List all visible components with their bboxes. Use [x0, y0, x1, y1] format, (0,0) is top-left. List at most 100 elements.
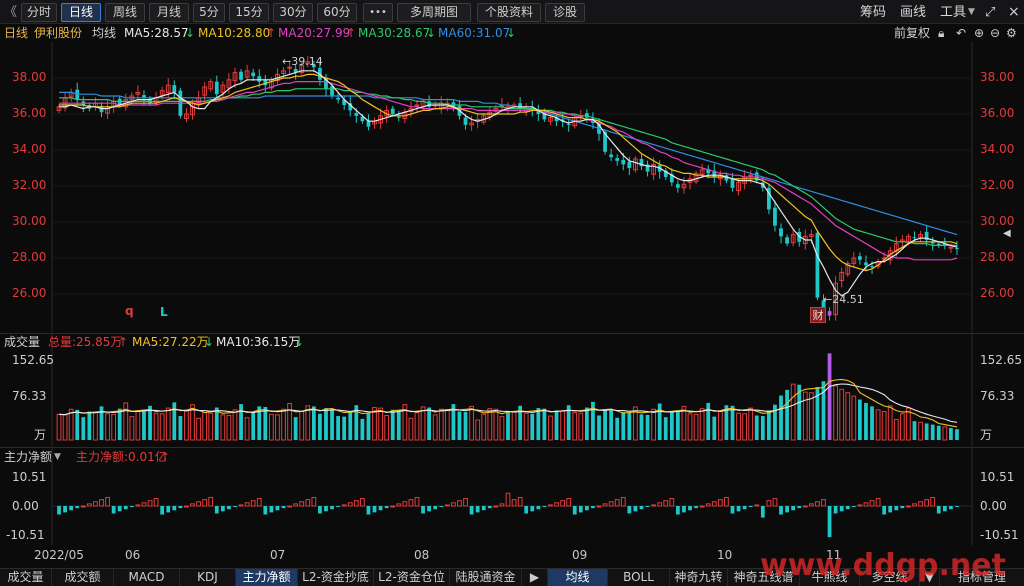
volume-bar-down	[148, 405, 152, 440]
period-tab-30min[interactable]: 30分	[273, 3, 313, 22]
zoom-out-icon[interactable]: ⊖	[990, 26, 1001, 40]
volume-bar-up	[523, 412, 529, 441]
lock-icon[interactable]: 🔒︎	[938, 26, 945, 40]
volume-bar-down	[324, 408, 328, 440]
tab-moving-average[interactable]: 均线	[548, 569, 608, 586]
tab-macd[interactable]: MACD	[114, 569, 180, 586]
volume-bar-down	[615, 417, 620, 440]
tools-caret-icon[interactable]: ▼	[968, 7, 975, 17]
candle-body-up	[226, 79, 232, 89]
flow-bar-down	[851, 506, 856, 508]
tab-bull-bear-line[interactable]: 牛熊线	[800, 569, 860, 586]
period-tab-intraday[interactable]: 分时	[21, 3, 57, 22]
volume-bar-up	[887, 405, 893, 441]
volume-bar-up	[68, 408, 74, 441]
undo-icon[interactable]: ↶	[956, 26, 967, 40]
volume-axis-left-mid: 76.33	[12, 389, 47, 403]
zoom-in-icon[interactable]: ⊕	[974, 26, 985, 40]
volume-bar-down	[657, 403, 662, 440]
panel-divider[interactable]	[0, 333, 1024, 334]
adjust-mode[interactable]: 前复权	[894, 26, 931, 40]
volume-bar-up	[651, 408, 656, 441]
finance-badge[interactable]: 财	[810, 307, 826, 323]
tab-kdj[interactable]: KDJ	[180, 569, 236, 586]
tab-long-short-line[interactable]: 多空线	[860, 569, 920, 586]
diagnosis-button[interactable]: 诊股	[545, 3, 585, 22]
tab-main-net-flow[interactable]: 主力净额	[236, 569, 298, 586]
flow-bar-down	[214, 506, 219, 514]
volume-bar-up	[899, 413, 905, 441]
multi-period-button[interactable]: 多周期图	[397, 3, 471, 22]
flow-bar-up	[147, 500, 153, 507]
panel-divider-2[interactable]	[0, 447, 1024, 448]
tab-magic-five-lines[interactable]: 神奇五线谱	[728, 569, 800, 586]
volume-bar-up	[633, 406, 638, 441]
period-tab-5min[interactable]: 5分	[193, 3, 225, 22]
tab-scroll-right-icon[interactable]: ▶	[522, 569, 548, 586]
tab-indicator-management[interactable]: 指标管理	[957, 570, 1006, 584]
flow-bar-down	[172, 506, 177, 511]
flow-bar-up	[238, 504, 244, 507]
tab-dropdown-icon[interactable]: ▼	[920, 569, 940, 586]
volume-bar-down	[597, 415, 601, 440]
volume-bar-up	[560, 410, 565, 441]
more-button[interactable]: •••	[363, 3, 393, 22]
flow-bar-up	[717, 499, 723, 507]
fullscreen-icon[interactable]: ⤢	[985, 5, 996, 20]
ma10-value: MA10:28.80	[198, 26, 271, 40]
candle-body-down	[706, 168, 711, 174]
flow-bar-down	[882, 506, 887, 515]
volume-bar-up	[281, 408, 286, 441]
flow-bar-down	[330, 506, 334, 510]
volume-title[interactable]: 成交量	[4, 335, 41, 349]
volume-ma5-arrow: ↓	[204, 335, 215, 349]
flow-bar-down	[57, 506, 61, 515]
collapse-icon[interactable]: 《	[4, 5, 18, 20]
period-tab-monthly[interactable]: 月线	[149, 3, 189, 22]
volume-bar-up	[414, 412, 420, 441]
tab-l2-bottom-fishing[interactable]: L2-资金抄底	[298, 569, 374, 586]
flow-bar-down	[178, 506, 183, 509]
flow-bar-up	[287, 505, 292, 508]
ma-settings-label[interactable]: 均线	[92, 26, 117, 40]
date-label-may: 2022/05	[34, 548, 84, 562]
flow-bar-down	[372, 506, 377, 513]
settings-icon[interactable]: ⚙	[1006, 26, 1017, 40]
volume-bar-down	[603, 409, 607, 440]
close-icon[interactable]: ×	[1008, 4, 1020, 20]
chips-button[interactable]: 筹码	[860, 5, 887, 20]
candle-body-down	[336, 97, 341, 100]
period-tab-daily[interactable]: 日线	[61, 3, 101, 22]
flow-bar-down	[645, 506, 650, 508]
volume-bar-up	[736, 412, 741, 441]
volume-bar-down	[251, 412, 256, 440]
tab-northbound-flow[interactable]: 陆股通资金	[450, 569, 522, 586]
stock-name[interactable]: 伊利股份	[34, 26, 83, 40]
flow-bar-up	[821, 499, 826, 507]
tools-button[interactable]: 工具	[940, 5, 967, 20]
period-tab-weekly[interactable]: 周线	[105, 3, 145, 22]
flow-bar-down	[845, 506, 850, 510]
tab-volume[interactable]: 成交量	[0, 569, 52, 586]
volume-bar-down	[724, 405, 729, 440]
candle-body-down	[663, 170, 668, 177]
volume-bar-down	[336, 416, 341, 440]
flow-title[interactable]: 主力净额	[4, 450, 53, 464]
volume-bar-up	[408, 417, 414, 441]
price-axis-right-tick: 36.00	[980, 106, 1015, 120]
period-tab-15min[interactable]: 15分	[229, 3, 269, 22]
draw-line-button[interactable]: 画线	[900, 5, 927, 20]
candle-body-up	[299, 64, 305, 74]
volume-bar-down	[542, 408, 547, 440]
stock-info-button[interactable]: 个股资料	[477, 3, 541, 22]
tab-l2-position[interactable]: L2-资金仓位	[374, 569, 450, 586]
volume-bar-down	[936, 425, 941, 440]
flow-bar-down	[578, 506, 583, 513]
candle-body-down	[566, 123, 571, 125]
tab-boll[interactable]: BOLL	[608, 569, 670, 586]
tab-magic-nine[interactable]: 神奇九转	[670, 569, 728, 586]
flow-caret-icon[interactable]: ▼	[54, 452, 61, 462]
period-tab-60min[interactable]: 60分	[317, 3, 357, 22]
tab-turnover[interactable]: 成交额	[52, 569, 114, 586]
